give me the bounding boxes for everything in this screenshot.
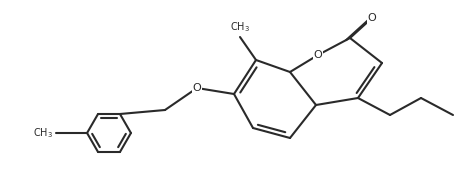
Text: O: O [368,13,376,23]
Text: CH$_3$: CH$_3$ [33,126,53,140]
Text: O: O [193,83,201,93]
Text: O: O [313,50,322,60]
Text: CH$_3$: CH$_3$ [230,20,250,34]
